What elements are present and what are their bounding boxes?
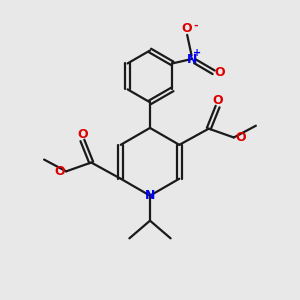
Text: O: O — [182, 22, 193, 35]
Text: O: O — [77, 128, 88, 141]
Text: +: + — [193, 47, 201, 58]
Text: O: O — [235, 131, 246, 144]
Text: O: O — [212, 94, 223, 107]
Text: -: - — [193, 20, 198, 30]
Text: O: O — [54, 165, 65, 178]
Text: N: N — [186, 52, 197, 65]
Text: N: N — [145, 189, 155, 202]
Text: O: O — [215, 66, 226, 79]
